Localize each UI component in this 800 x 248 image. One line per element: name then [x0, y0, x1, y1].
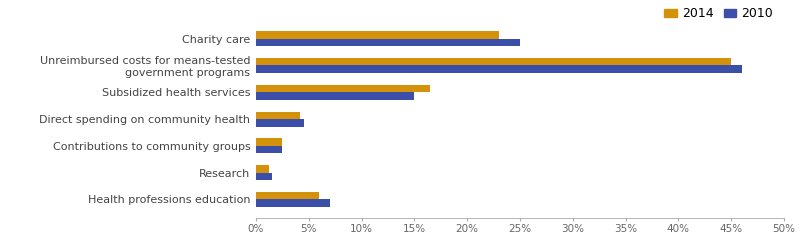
Bar — [256, 165, 269, 173]
Bar — [256, 58, 731, 65]
Bar — [256, 146, 282, 153]
Bar — [256, 138, 282, 146]
Bar — [256, 173, 272, 180]
Bar — [256, 65, 742, 73]
Bar — [256, 39, 520, 46]
Bar — [256, 112, 300, 119]
Legend: 2014, 2010: 2014, 2010 — [659, 2, 778, 25]
Bar — [256, 92, 414, 100]
Bar — [256, 31, 499, 39]
Bar — [256, 85, 430, 92]
Bar — [256, 199, 330, 207]
Bar — [256, 192, 319, 199]
Bar — [256, 119, 303, 126]
